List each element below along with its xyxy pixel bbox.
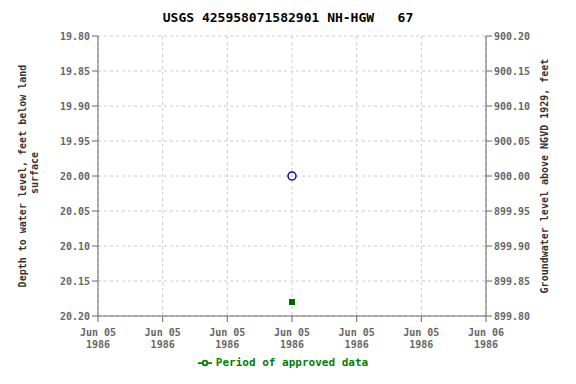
svg-text:20.05: 20.05 [60,206,90,217]
svg-text:Jun 051986: Jun 051986 [80,327,116,350]
svg-text:900.05: 900.05 [494,136,530,147]
svg-text:900.00: 900.00 [494,171,530,182]
svg-text:900.20: 900.20 [494,31,530,42]
svg-text:20.20: 20.20 [60,311,90,322]
svg-text:20.15: 20.15 [60,276,90,287]
svg-text:Depth to water level, feet bel: Depth to water level, feet below land su… [17,65,40,288]
svg-text:19.85: 19.85 [60,66,90,77]
svg-text:Jun 051986: Jun 051986 [209,327,245,350]
svg-text:Jun 061986: Jun 061986 [468,327,504,350]
svg-text:900.10: 900.10 [494,101,530,112]
svg-text:19.80: 19.80 [60,31,90,42]
svg-text:20.10: 20.10 [60,241,90,252]
html-text:Period of approved data: Period of approved data [215,356,369,369]
svg-text:Jun 051986: Jun 051986 [339,327,375,350]
svg-text:900.15: 900.15 [494,66,530,77]
svg-text:899.90: 899.90 [494,241,530,252]
svg-text:899.80: 899.80 [494,311,530,322]
svg-text:Groundwater level above NGVD 1: Groundwater level above NGVD 1929, feet [539,59,550,294]
svg-text:19.95: 19.95 [60,136,90,147]
svg-text:20.00: 20.00 [60,171,90,182]
svg-text:Jun 051986: Jun 051986 [403,327,439,350]
svg-text:899.95: 899.95 [494,206,530,217]
svg-text:Jun 051986: Jun 051986 [145,327,181,350]
svg-text:Jun 051986: Jun 051986 [274,327,310,350]
svg-text:19.90: 19.90 [60,101,90,112]
html-text:USGS 425958071582901 NH-HGW 67: USGS 425958071582901 NH-HGW 67 [162,10,414,25]
svg-text:899.85: 899.85 [494,276,530,287]
